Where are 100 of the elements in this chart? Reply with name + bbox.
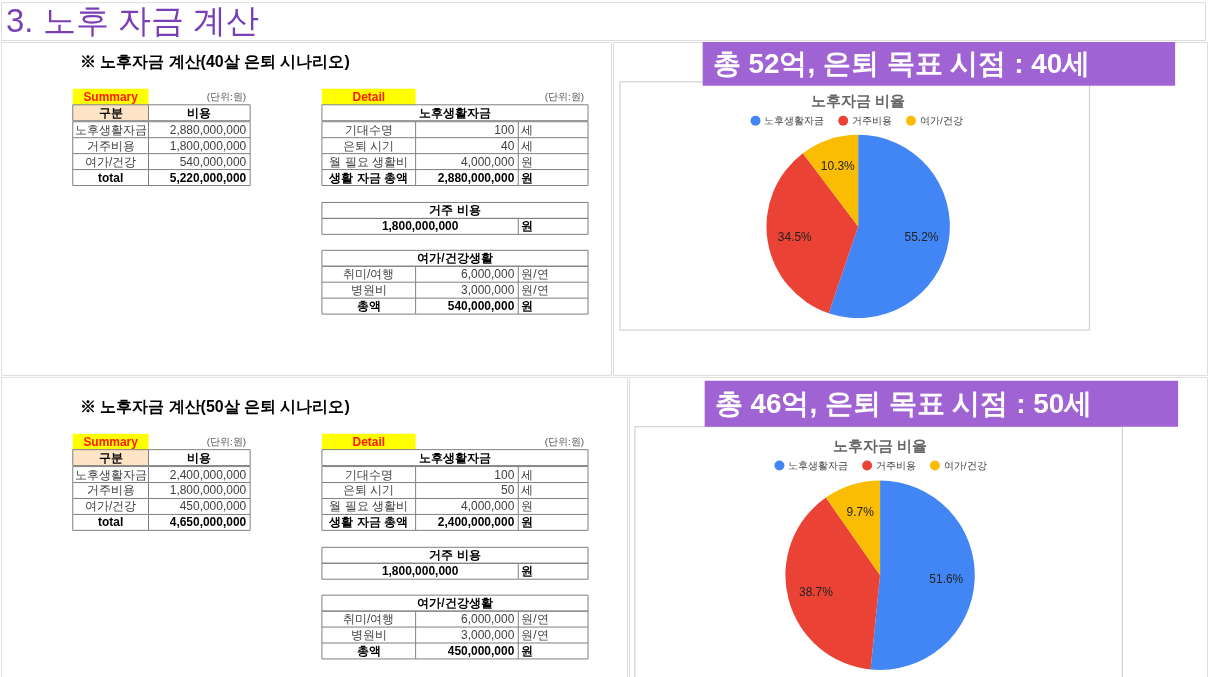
- pie-slice: [802, 134, 859, 227]
- text: 취미/여행: [343, 267, 395, 282]
- legend-label: 여가/건강: [943, 459, 987, 471]
- chart-title: 노후자금 비율: [833, 436, 928, 454]
- text: 월 필요 생활비: [329, 499, 409, 514]
- legend-label: 여가/건강: [919, 114, 963, 126]
- data-label: 38.7%: [798, 584, 834, 599]
- text: 세: [521, 122, 534, 137]
- pie-slice: [766, 153, 859, 314]
- text: 세: [521, 138, 534, 153]
- text: 노후생활자금: [418, 105, 491, 120]
- text: 원/연: [521, 612, 549, 627]
- text: 1,800,000,000: [381, 564, 459, 579]
- text: 원: [521, 515, 534, 530]
- text: 여가/건강생활: [417, 251, 493, 266]
- pie-slice: [825, 480, 881, 576]
- text: total: [98, 515, 124, 530]
- text: 540,000,000: [179, 154, 247, 169]
- text: (단위:원): [206, 435, 247, 447]
- text: 기대수명: [344, 122, 393, 137]
- text: 생활 자금 총액: [328, 170, 409, 185]
- data-label: 51.6%: [929, 571, 964, 586]
- text: 원/연: [521, 283, 549, 298]
- text: 거주 비용: [429, 203, 481, 218]
- text: 450,000,000: [179, 499, 247, 514]
- text: 1,800,000,000: [169, 483, 247, 498]
- text: 취미/여행: [343, 612, 395, 627]
- text: 여가/건강: [84, 499, 137, 514]
- text: 50: [501, 483, 515, 498]
- text: 원: [521, 154, 534, 169]
- text: 월 필요 생활비: [329, 154, 409, 169]
- text: 총액: [356, 299, 381, 314]
- text: 구분: [98, 105, 123, 120]
- text: 여가/건강: [84, 154, 137, 169]
- pie-slice: [785, 497, 881, 670]
- data-label: 55.2%: [904, 229, 939, 244]
- legend-label: 노후생활자금: [788, 459, 849, 471]
- text: 1,800,000,000: [169, 138, 247, 153]
- text: 거주비용: [86, 138, 135, 153]
- text: 1,800,000,000: [381, 219, 459, 234]
- text: total: [98, 170, 124, 185]
- text: 세: [521, 467, 534, 482]
- text: 원: [521, 564, 534, 579]
- text: 여가/건강생활: [417, 596, 493, 611]
- text: 병원비: [350, 283, 387, 298]
- text: 비용: [187, 450, 212, 465]
- text: 3. 노후 자금 계산: [5, 2, 259, 40]
- text: (단위:원): [544, 90, 585, 102]
- data-label: 10.3%: [820, 158, 856, 173]
- text: 거주 비용: [429, 548, 481, 563]
- chart-title: 노후자금 비율: [811, 91, 906, 109]
- text: 6,000,000: [461, 267, 515, 282]
- legend-label: 거주비용: [852, 114, 893, 126]
- text: 40: [501, 138, 515, 153]
- legend-label: 노후생활자금: [764, 114, 825, 126]
- text: 4,000,000: [461, 154, 515, 169]
- text: 노후생활자금: [74, 467, 147, 482]
- text: 노후생활자금: [74, 122, 147, 137]
- text: 원: [521, 219, 534, 234]
- text: Detail: [352, 89, 386, 104]
- text: 3,000,000: [461, 628, 515, 643]
- text: 구분: [98, 450, 123, 465]
- text: (단위:원): [544, 435, 585, 447]
- text: 세: [521, 483, 534, 498]
- text: 원/연: [521, 628, 549, 643]
- text: 기대수명: [344, 467, 393, 482]
- text: 450,000,000: [447, 643, 515, 658]
- text: 100: [494, 122, 515, 137]
- text: 원: [521, 299, 534, 314]
- text: 원: [521, 499, 534, 514]
- text: 비용: [187, 105, 212, 120]
- text: 4,000,000: [461, 499, 515, 514]
- text: 540,000,000: [447, 299, 515, 314]
- text: ※ 노후자금 계산(50살 은퇴 시나리오): [79, 397, 350, 415]
- text: 총 46억, 은퇴 목표 시점 : 50세: [714, 387, 1093, 419]
- text: 3,000,000: [461, 283, 515, 298]
- text: 100: [494, 467, 515, 482]
- text: Summary: [83, 434, 139, 449]
- text: Summary: [83, 89, 139, 104]
- text: 6,000,000: [461, 612, 515, 627]
- text: ※ 노후자금 계산(40살 은퇴 시나리오): [79, 52, 350, 70]
- text: Detail: [352, 434, 386, 449]
- text: 5,220,000,000: [169, 170, 247, 185]
- text: 2,400,000,000: [437, 515, 515, 530]
- text: 생활 자금 총액: [328, 515, 409, 530]
- legend-label: 거주비용: [876, 459, 917, 471]
- text: 원/연: [521, 267, 549, 282]
- data-label: 34.5%: [777, 229, 813, 244]
- data-label: 9.7%: [846, 504, 875, 519]
- text: 2,880,000,000: [169, 122, 247, 137]
- text: 은퇴 시기: [343, 138, 395, 153]
- text: 2,880,000,000: [437, 170, 515, 185]
- text: 거주비용: [86, 483, 135, 498]
- text: 원: [521, 170, 534, 185]
- text: 병원비: [350, 628, 387, 643]
- text: 2,400,000,000: [169, 467, 247, 482]
- text: 4,650,000,000: [169, 515, 247, 530]
- text: 총 52억, 은퇴 목표 시점 : 40세: [712, 47, 1091, 79]
- text: (단위:원): [206, 90, 247, 102]
- text: 총액: [356, 643, 381, 658]
